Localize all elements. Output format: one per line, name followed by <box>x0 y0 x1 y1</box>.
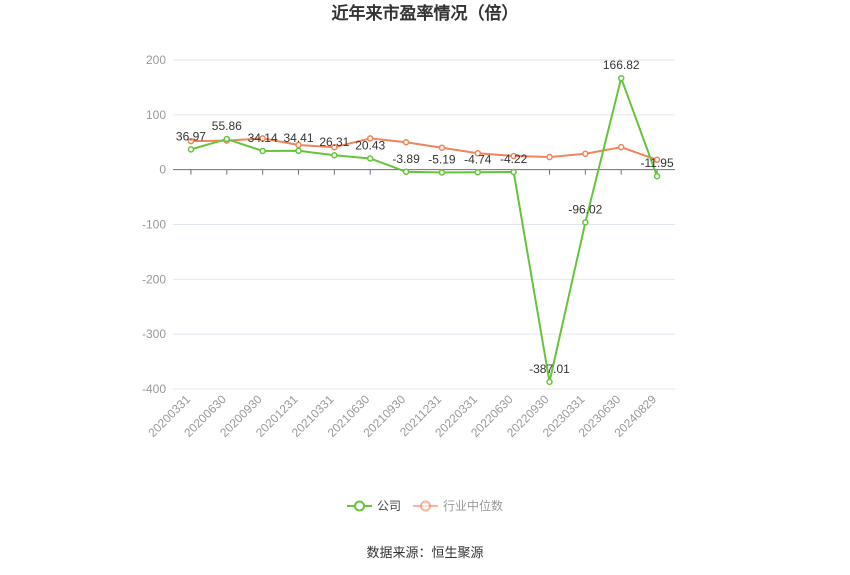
data-source-note: 数据来源：恒生聚源 <box>366 545 484 560</box>
y-axis-tick-label: -400 <box>142 382 166 396</box>
company-pe-series <box>187 74 661 386</box>
industry-median-pe-point <box>402 139 410 146</box>
company-pe-point <box>259 147 266 155</box>
company-pe-data-label: 26.31 <box>319 135 349 149</box>
company-pe-point <box>438 169 446 176</box>
company-pe-data-label: -387.01 <box>529 362 570 376</box>
y-axis-tick-label: -100 <box>142 218 166 232</box>
company-pe-data-label: -5.19 <box>428 153 456 167</box>
company-pe-point <box>653 172 661 180</box>
company-pe-point <box>617 74 625 82</box>
company-pe-line <box>190 77 659 383</box>
industry-median-pe-point <box>187 137 195 145</box>
company-pe-data-label: -96.02 <box>568 202 602 216</box>
y-axis-tick-label: 0 <box>159 163 166 177</box>
legend-line-marker-icon <box>413 499 438 513</box>
industry-median-pe-point <box>366 135 374 142</box>
y-axis-tick-label: -200 <box>142 272 166 286</box>
y-axis-tick-label: -300 <box>142 327 166 341</box>
industry-median-pe-point <box>582 150 589 158</box>
industry-median-pe-point <box>438 144 446 151</box>
legend-line-marker-icon <box>347 499 372 513</box>
y-axis: 200 100 0 -100 -200 -300 -400 <box>142 53 166 396</box>
company-pe-data-label: -4.74 <box>464 152 492 166</box>
industry-median-pe-series <box>187 135 661 164</box>
industry-median-pe-point <box>510 152 517 160</box>
company-pe-data-label: 166.82 <box>603 58 640 72</box>
industry-median-pe-point <box>259 135 266 142</box>
industry-median-pe-line <box>190 137 658 161</box>
company-pe-data-label: 34.14 <box>248 131 278 145</box>
company-pe-point <box>510 168 517 176</box>
company-pe-point <box>402 168 410 176</box>
company-pe-data-label: -11.95 <box>641 156 674 170</box>
company-pe-point <box>366 155 374 162</box>
legend-label: 行业中位数 <box>443 499 504 513</box>
company-pe-data-label: 20.43 <box>355 138 385 152</box>
y-axis-tick-label: 200 <box>146 53 166 67</box>
industry-median-pe-point <box>295 141 302 149</box>
company-pe-point <box>187 146 195 153</box>
grid-lines <box>173 59 675 390</box>
company-pe-data-label: 34.41 <box>283 131 313 145</box>
company-pe-point <box>331 151 338 159</box>
industry-median-pe-point <box>546 153 553 161</box>
legend-label: 公司 <box>377 499 402 513</box>
industry-median-pe-point <box>331 143 338 151</box>
industry-median-pe-point <box>653 156 661 164</box>
chart-title: 近年来市盈率情况（倍） <box>331 4 519 23</box>
company-pe-data-label: 55.86 <box>212 119 242 133</box>
company-pe-point <box>474 169 482 176</box>
company-pe-point <box>582 219 589 226</box>
legend-item-company[interactable]: 公司 <box>347 497 401 515</box>
industry-median-pe-point <box>474 149 482 157</box>
y-axis-tick-label: 100 <box>146 108 166 122</box>
industry-median-pe-point <box>617 143 625 151</box>
company-pe-point <box>223 135 231 143</box>
company-pe-data-label: -3.89 <box>392 152 420 166</box>
data-labels: 36.97 55.86 34.14 34.41 26.31 20.43 -3.89 -5.19… <box>176 58 674 376</box>
company-pe-point <box>295 147 302 155</box>
company-pe-data-label: -4.22 <box>500 152 528 166</box>
company-pe-point <box>546 378 553 386</box>
company-pe-data-label: 36.97 <box>176 129 206 143</box>
legend-item-industry-median[interactable]: 行业中位数 <box>413 497 503 515</box>
